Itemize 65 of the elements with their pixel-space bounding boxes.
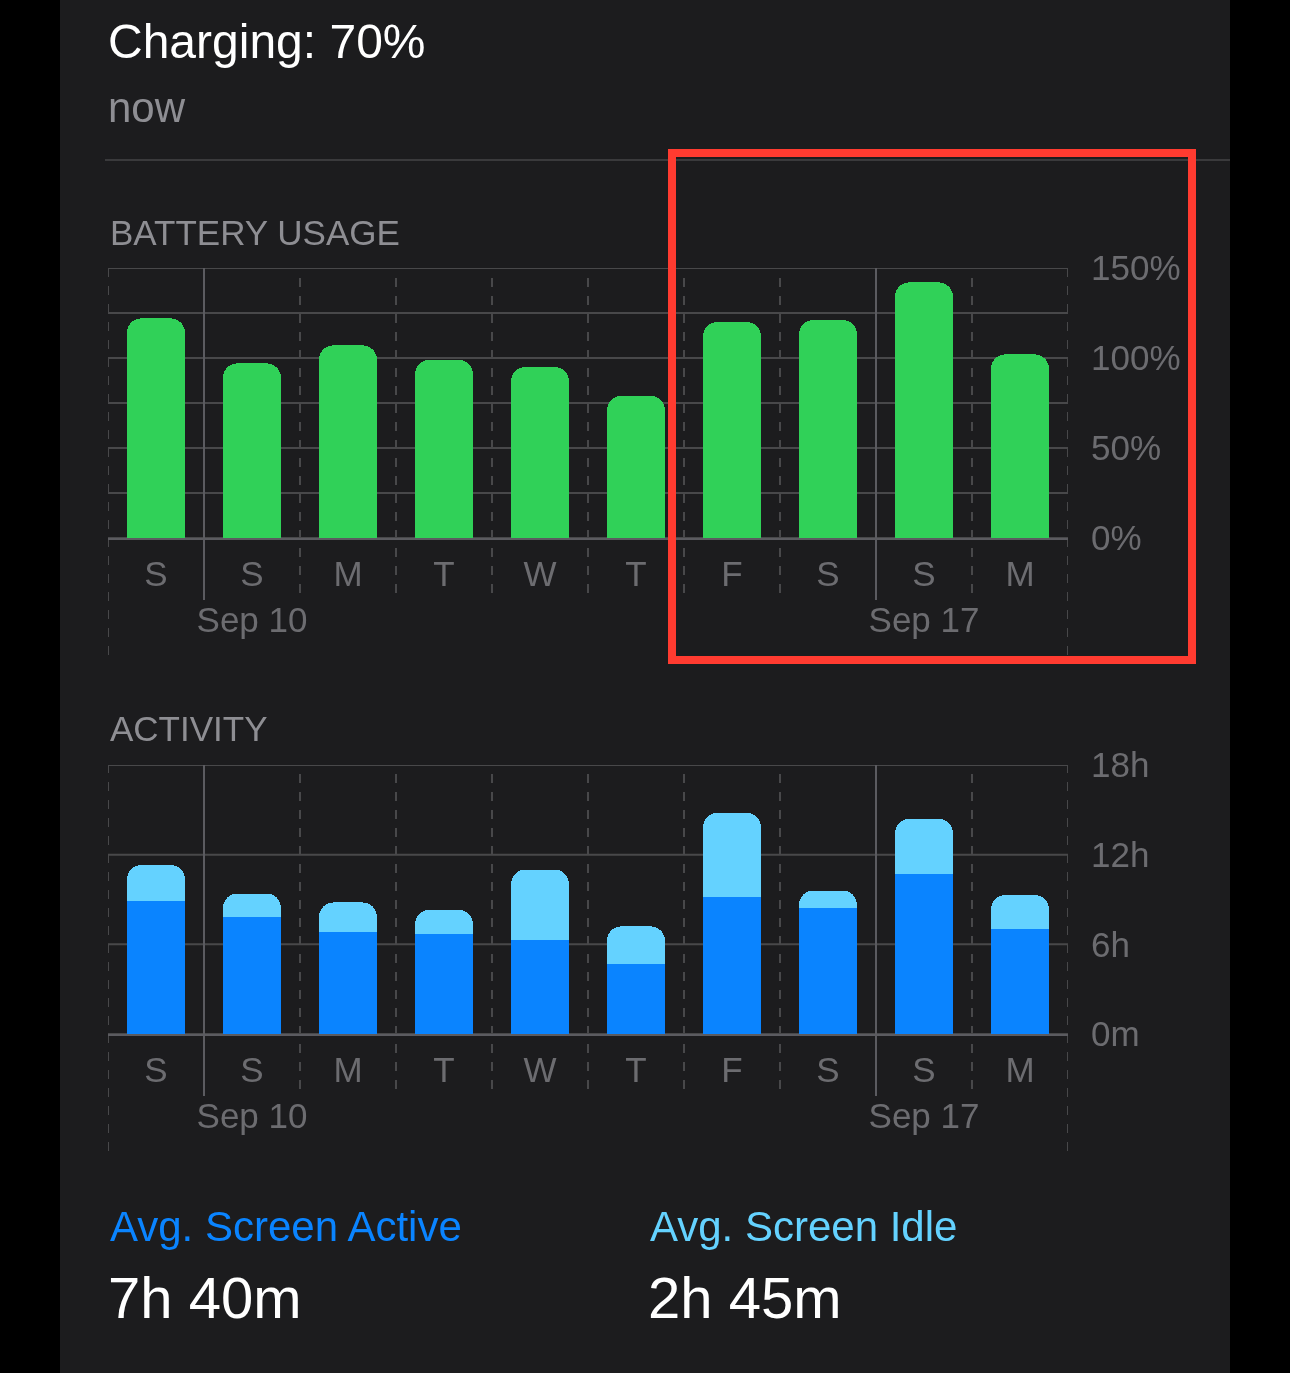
bar <box>991 354 1049 538</box>
x-tick-label: T <box>625 554 647 593</box>
x-tick-label: S Sep 17 <box>868 554 980 639</box>
y-tick-label: 50% <box>1091 428 1162 468</box>
y-tick-label: 0m <box>1091 1014 1140 1054</box>
bar <box>895 818 953 875</box>
x-tick-label: M <box>333 1050 363 1089</box>
bar <box>127 318 185 538</box>
bar <box>415 909 473 934</box>
bar <box>511 869 569 940</box>
bar <box>607 395 665 538</box>
x-tick-label: W <box>523 554 557 593</box>
x-tick-label: M <box>333 554 363 593</box>
bar <box>799 908 857 1034</box>
x-tick-label: M <box>1005 1050 1035 1089</box>
bar <box>511 939 569 1034</box>
y-tick-label: 6h <box>1091 924 1130 964</box>
y-tick-label: 100% <box>1091 338 1181 378</box>
x-tick-label: F <box>721 554 743 593</box>
bar <box>127 865 185 901</box>
text: 7h 40m <box>108 1265 302 1330</box>
x-tick-label: M <box>1005 554 1035 593</box>
text: Avg. Screen Idle <box>650 1203 958 1250</box>
x-tick-label: S Sep 10 <box>196 554 308 639</box>
bar <box>991 895 1049 930</box>
bar <box>703 322 761 538</box>
x-tick-label: S Sep 10 <box>196 1050 308 1135</box>
bar <box>127 900 185 1034</box>
bar <box>319 902 377 933</box>
bar <box>415 933 473 1034</box>
text: Avg. Screen Active <box>110 1203 462 1250</box>
bar <box>223 363 281 538</box>
x-tick-label: F <box>721 1050 743 1089</box>
bar <box>223 917 281 1034</box>
bar <box>799 320 857 538</box>
bar <box>319 345 377 538</box>
x-tick-label: T <box>433 1050 455 1089</box>
x-tick-label: S <box>144 1050 168 1089</box>
bar <box>415 359 473 538</box>
bar <box>991 929 1049 1034</box>
x-tick-label: S <box>816 554 840 593</box>
bar <box>703 896 761 1034</box>
bar <box>607 963 665 1034</box>
bar <box>511 367 569 538</box>
y-tick-label: 0% <box>1091 518 1142 558</box>
x-tick-label: T <box>433 554 455 593</box>
bar <box>703 812 761 897</box>
bar <box>895 282 953 538</box>
text: 2h 45m <box>648 1265 842 1330</box>
x-tick-label: W <box>523 1050 557 1089</box>
y-tick-label: 12h <box>1091 834 1150 874</box>
text: Charging: 70% <box>108 15 426 68</box>
chart-title: ACTIVITY <box>110 709 268 748</box>
y-tick-label: 18h <box>1091 745 1150 785</box>
bar <box>607 926 665 964</box>
chart-title: BATTERY USAGE <box>110 213 400 252</box>
x-tick-label: T <box>625 1050 647 1089</box>
x-tick-label: S Sep 17 <box>868 1050 980 1135</box>
bar <box>223 893 281 918</box>
bar <box>319 932 377 1034</box>
x-tick-label: S <box>816 1050 840 1089</box>
bar <box>895 874 953 1034</box>
x-tick-label: S <box>144 554 168 593</box>
y-tick-label: 150% <box>1091 248 1181 288</box>
text: now <box>108 84 186 131</box>
